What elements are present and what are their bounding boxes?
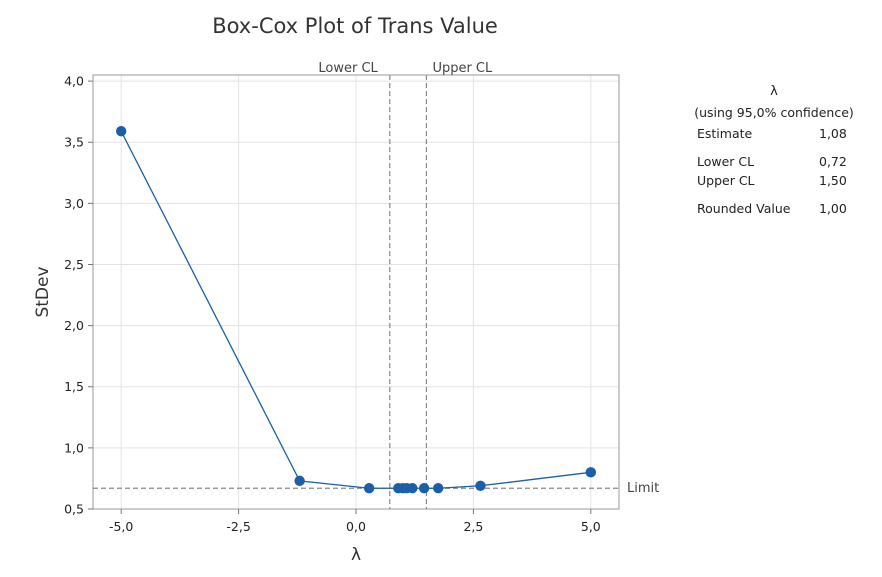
data-point	[585, 467, 597, 478]
lambda-heading: λ	[770, 84, 778, 99]
y-tick-label: 1,0	[64, 440, 84, 455]
data-point	[294, 475, 305, 487]
x-axis-label: λ	[351, 545, 361, 565]
stat-row-estimate: Estimate 1,08	[697, 126, 864, 145]
ref-line-label: Upper CL	[432, 61, 493, 76]
y-tick-label: 2,0	[64, 318, 84, 333]
stat-value: 1,50	[819, 173, 847, 188]
y-tick-label: 3,5	[64, 135, 84, 150]
x-tick-label: -2,5	[226, 519, 250, 534]
stat-row-rounded-value: Rounded Value 1,00	[697, 201, 864, 220]
stat-label: Upper CL	[697, 173, 755, 188]
tick-labels: -5,0 -2,5 0,0 2,5 5,0 0,5 1,0 1,5 2,0 2,5 3,0 3,5 4,…	[64, 74, 601, 534]
y-tick-label: 4,0	[64, 74, 84, 89]
lambda-stats-panel: λ (using 95,0% confidence) Estimate 1,08…	[684, 84, 864, 220]
confidence-subheading: (using 95,0% confidence)	[694, 105, 854, 120]
data-point	[115, 126, 127, 137]
series-layer	[115, 126, 597, 494]
ref-line-label: Limit	[627, 481, 659, 496]
reference-lines: Lower CL Upper CL Limit	[93, 61, 659, 509]
y-tick-label: 1,5	[64, 379, 84, 394]
data-point	[432, 483, 444, 494]
stat-label: Lower CL	[697, 154, 755, 169]
y-tick-label: 3,0	[64, 196, 84, 211]
data-point	[407, 483, 418, 494]
x-tick-label: -5,0	[109, 519, 133, 534]
grid	[93, 75, 619, 510]
data-point	[475, 480, 486, 491]
ref-line-label: Lower CL	[318, 61, 378, 76]
stat-row-upper-cl: Upper CL 1,50	[697, 173, 864, 192]
x-tick-label: 2,5	[463, 519, 483, 534]
stat-label: Estimate	[697, 126, 753, 141]
data-point	[363, 483, 375, 494]
chart-title: Box-Cox Plot of Trans Value	[212, 14, 498, 38]
y-tick-label: 0,5	[64, 502, 84, 517]
stat-label: Rounded Value	[697, 201, 791, 216]
stat-row-lower-cl: Lower CL 0,72	[697, 154, 864, 173]
y-tick-label: 2,5	[64, 257, 84, 272]
stat-value: 1,00	[819, 201, 847, 216]
y-axis-label: StDev	[33, 266, 53, 317]
stat-value: 0,72	[819, 154, 847, 169]
data-point	[418, 483, 430, 494]
stat-value: 1,08	[819, 126, 847, 141]
x-tick-label: 5,0	[581, 519, 601, 534]
x-tick-label: 0,0	[346, 519, 366, 534]
